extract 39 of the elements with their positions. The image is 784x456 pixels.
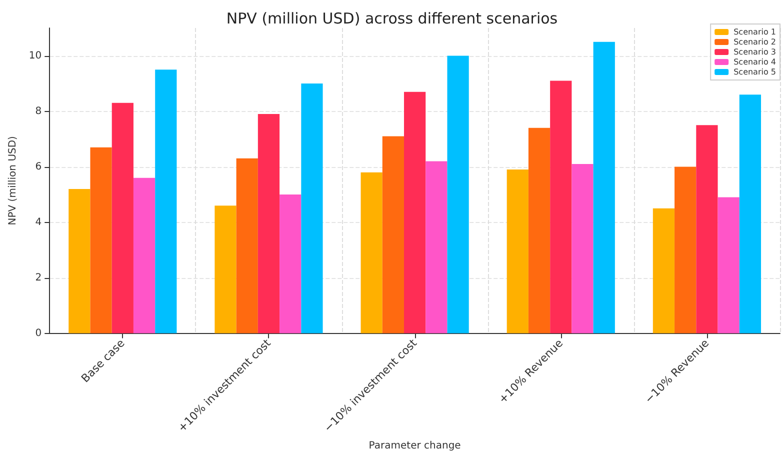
bar bbox=[572, 164, 594, 334]
bar bbox=[133, 178, 156, 334]
y-tick-label: 0 bbox=[35, 328, 42, 339]
x-axis-title: Parameter change bbox=[368, 440, 461, 452]
y-tick-label: 10 bbox=[28, 50, 42, 62]
legend-label: Scenario 2 bbox=[734, 38, 776, 46]
legend-label: Scenario 4 bbox=[734, 58, 776, 66]
bar bbox=[426, 161, 448, 334]
bar bbox=[593, 42, 615, 334]
bar bbox=[68, 188, 90, 334]
bar bbox=[404, 92, 426, 334]
bar bbox=[236, 158, 258, 334]
y-tick-label: 2 bbox=[35, 272, 42, 284]
bar bbox=[506, 170, 528, 334]
bar bbox=[301, 84, 323, 334]
chart-title: NPV (million USD) across different scenarios bbox=[226, 10, 558, 28]
bar bbox=[214, 206, 236, 334]
bar bbox=[447, 56, 469, 334]
bar bbox=[739, 94, 762, 334]
bar bbox=[258, 114, 280, 334]
bar bbox=[360, 172, 382, 334]
bar bbox=[280, 194, 302, 334]
y-tick-label: 6 bbox=[35, 161, 42, 172]
bar bbox=[550, 80, 572, 334]
bar bbox=[652, 208, 675, 334]
legend-label: Scenario 3 bbox=[734, 48, 776, 56]
bar bbox=[674, 166, 696, 334]
bar bbox=[528, 128, 550, 334]
bar bbox=[112, 102, 134, 334]
bar bbox=[90, 147, 112, 334]
bar bbox=[155, 70, 177, 334]
bar bbox=[718, 197, 740, 334]
y-axis-title: NPV (million USD) bbox=[8, 136, 18, 226]
bar bbox=[696, 125, 718, 334]
legend-label: Scenario 5 bbox=[734, 68, 776, 76]
bar bbox=[382, 136, 404, 334]
y-tick-label: 8 bbox=[35, 106, 42, 117]
y-tick-label: 4 bbox=[35, 216, 42, 228]
legend-label: Scenario 1 bbox=[734, 28, 776, 36]
